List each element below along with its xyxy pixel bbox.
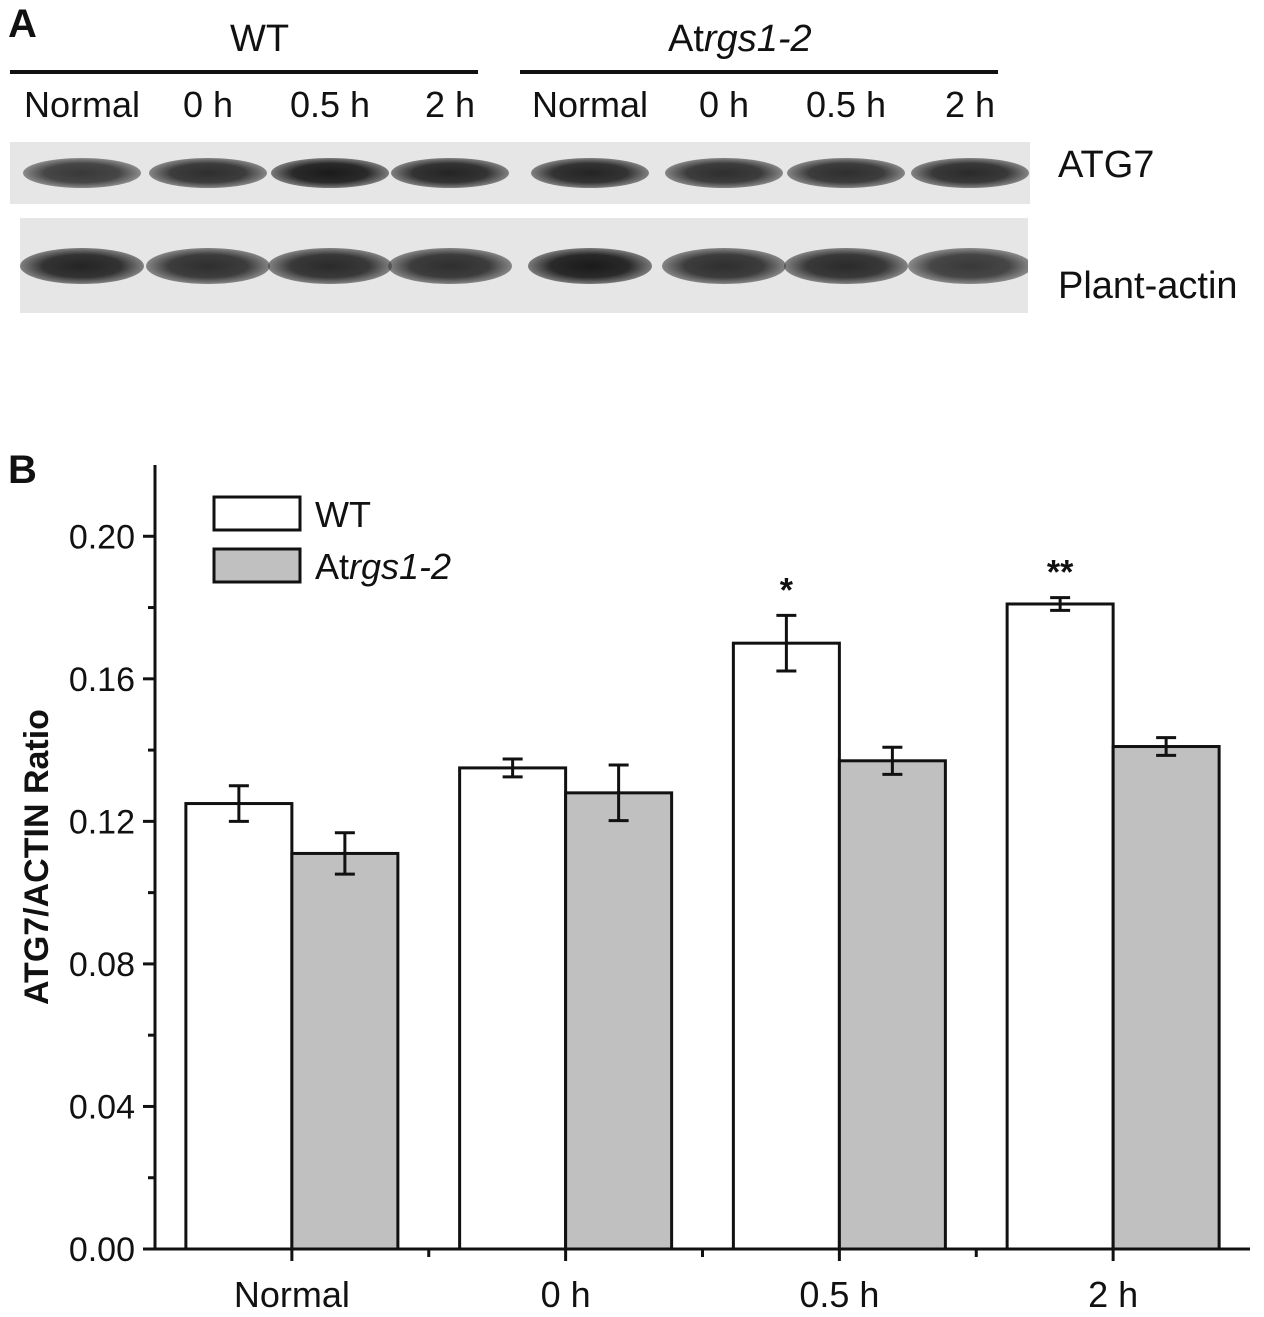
bar-mutant xyxy=(290,851,400,1251)
y-tick-label: 0.20 xyxy=(69,518,135,556)
band-atg7 xyxy=(665,158,783,188)
legend-swatch xyxy=(212,495,302,532)
bar-wt xyxy=(184,802,294,1251)
band-atg7 xyxy=(23,158,141,188)
band-name-atg7: ATG7 xyxy=(1058,144,1155,186)
lane-label: 0 h xyxy=(698,84,750,125)
band-actin xyxy=(20,248,144,284)
band-atg7 xyxy=(911,158,1029,188)
lane-label: 0.5 h xyxy=(805,84,887,125)
band-actin xyxy=(146,248,270,284)
band-atg7 xyxy=(391,158,509,188)
bar-wt xyxy=(731,641,841,1251)
lane-label: Normal xyxy=(23,84,140,125)
blot-actin xyxy=(20,218,1028,313)
y-tick-label: 0.12 xyxy=(69,803,135,841)
y-tick-label: 0.08 xyxy=(69,946,135,984)
panel-a-letter: A xyxy=(8,2,37,46)
legend-label: Atrgs1-2 xyxy=(315,546,451,587)
group-line-wt xyxy=(10,70,478,74)
panel-b-letter: B xyxy=(8,448,37,492)
band-name-actin: Plant-actin xyxy=(1058,265,1238,307)
y-tick-label: 0.00 xyxy=(69,1231,135,1269)
x-tick-label: 0.5 h xyxy=(799,1274,879,1315)
band-actin xyxy=(528,248,652,284)
group-label-mutant-italic: rgs1-2 xyxy=(703,18,812,60)
band-atg7 xyxy=(271,158,389,188)
band-atg7 xyxy=(531,158,649,188)
band-actin xyxy=(268,248,392,284)
legend-swatch xyxy=(212,547,302,584)
lane-label: Normal xyxy=(531,84,648,125)
group-line-mutant xyxy=(520,70,998,74)
bar-mutant xyxy=(564,791,674,1251)
band-actin xyxy=(388,248,512,284)
y-tick-label: 0.16 xyxy=(69,661,135,699)
bar-wt xyxy=(1005,602,1115,1251)
y-axis-label: ATG7/ACTIN Ratio xyxy=(18,709,56,1005)
x-tick-label: 0 h xyxy=(541,1274,591,1315)
bar-mutant xyxy=(837,759,947,1251)
lane-label: 2 h xyxy=(944,84,996,125)
bar-mutant xyxy=(1111,745,1221,1251)
legend-label-italic: rgs1-2 xyxy=(349,546,451,587)
legend-label-text: At xyxy=(315,546,349,587)
band-actin xyxy=(908,248,1028,284)
significance-mark: ** xyxy=(1047,554,1074,592)
group-label-mutant-text: At xyxy=(668,18,704,60)
x-tick-label: 2 h xyxy=(1088,1274,1138,1315)
group-label-wt: WT xyxy=(230,18,289,61)
legend-label-text: WT xyxy=(315,494,371,535)
lane-label: 2 h xyxy=(424,84,476,125)
band-actin xyxy=(784,248,908,284)
legend-label: WT xyxy=(315,494,371,535)
band-atg7 xyxy=(149,158,267,188)
significance-mark: * xyxy=(780,571,794,609)
group-label-wt-text: WT xyxy=(230,18,290,60)
lane-label: 0.5 h xyxy=(289,84,371,125)
blot-atg7 xyxy=(10,142,1030,204)
band-atg7 xyxy=(787,158,905,188)
lane-label: 0 h xyxy=(182,84,234,125)
y-tick-label: 0.04 xyxy=(69,1088,135,1126)
x-tick-label: Normal xyxy=(234,1274,350,1315)
band-actin xyxy=(662,248,786,284)
group-label-mutant: Atrgs1-2 xyxy=(668,18,812,61)
bar-wt xyxy=(458,766,568,1251)
